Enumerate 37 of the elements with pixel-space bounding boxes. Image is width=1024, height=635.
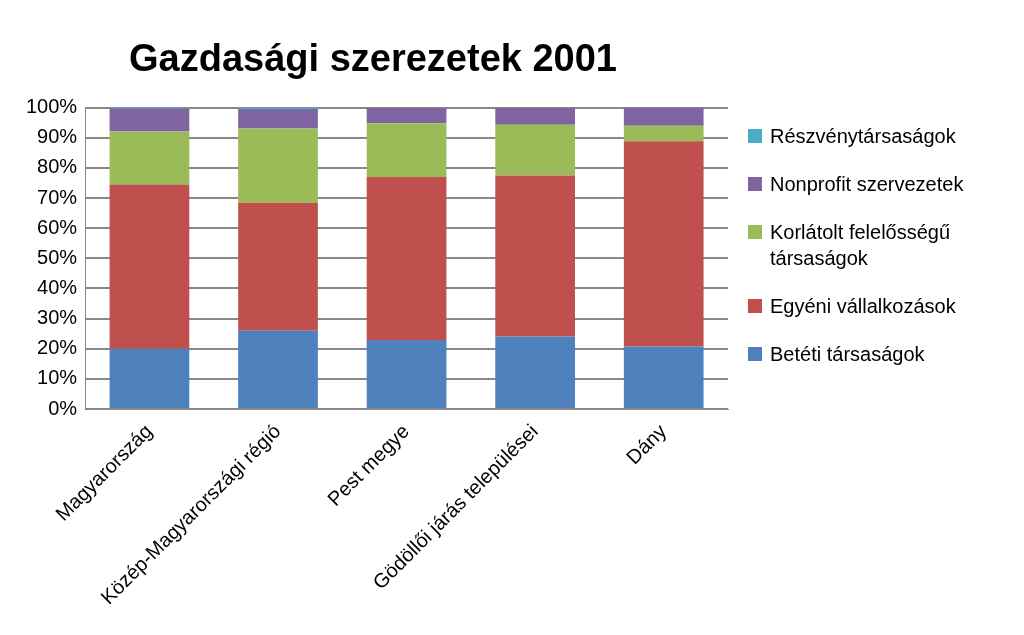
bar	[495, 175, 575, 337]
y-tick-label: 30%	[37, 306, 78, 329]
bar	[238, 109, 318, 129]
y-tick-label: 40%	[37, 276, 78, 299]
bar	[495, 124, 575, 176]
bar	[495, 107, 575, 125]
bar	[495, 336, 575, 409]
bar	[623, 141, 704, 347]
chart-title: Gazdasági szerezetek 2001	[129, 37, 617, 80]
legend-label: Korlátolt felelősségű társaságok	[770, 219, 952, 271]
y-tick-label: 20%	[37, 336, 78, 359]
y-tick-label: 70%	[37, 185, 78, 208]
legend-label: Nonprofit szervezetek	[770, 171, 964, 197]
bar	[109, 108, 190, 132]
bar	[238, 330, 318, 409]
y-tick-label: 80%	[37, 155, 78, 178]
y-tick-label: 0%	[48, 396, 78, 419]
legend-label: Részvénytársaságok	[770, 123, 956, 149]
y-tick-label: 50%	[37, 245, 78, 268]
bar	[366, 340, 447, 409]
bar	[109, 348, 190, 409]
bar	[623, 346, 704, 409]
y-tick-label: 90%	[37, 125, 78, 148]
legend-label: Egyéni vállalkozások	[770, 293, 956, 319]
bar	[623, 107, 704, 126]
bar	[109, 131, 190, 185]
bar	[109, 184, 190, 349]
y-tick-label: 60%	[37, 215, 78, 238]
bar	[238, 128, 318, 203]
y-tick-label: 100%	[26, 95, 78, 118]
y-tick-label: 10%	[37, 366, 78, 389]
legend-label: Betéti társaságok	[770, 341, 925, 367]
bar	[238, 202, 318, 331]
bar	[623, 125, 704, 142]
bar	[366, 176, 447, 341]
bar	[366, 107, 447, 124]
bar	[366, 123, 447, 177]
